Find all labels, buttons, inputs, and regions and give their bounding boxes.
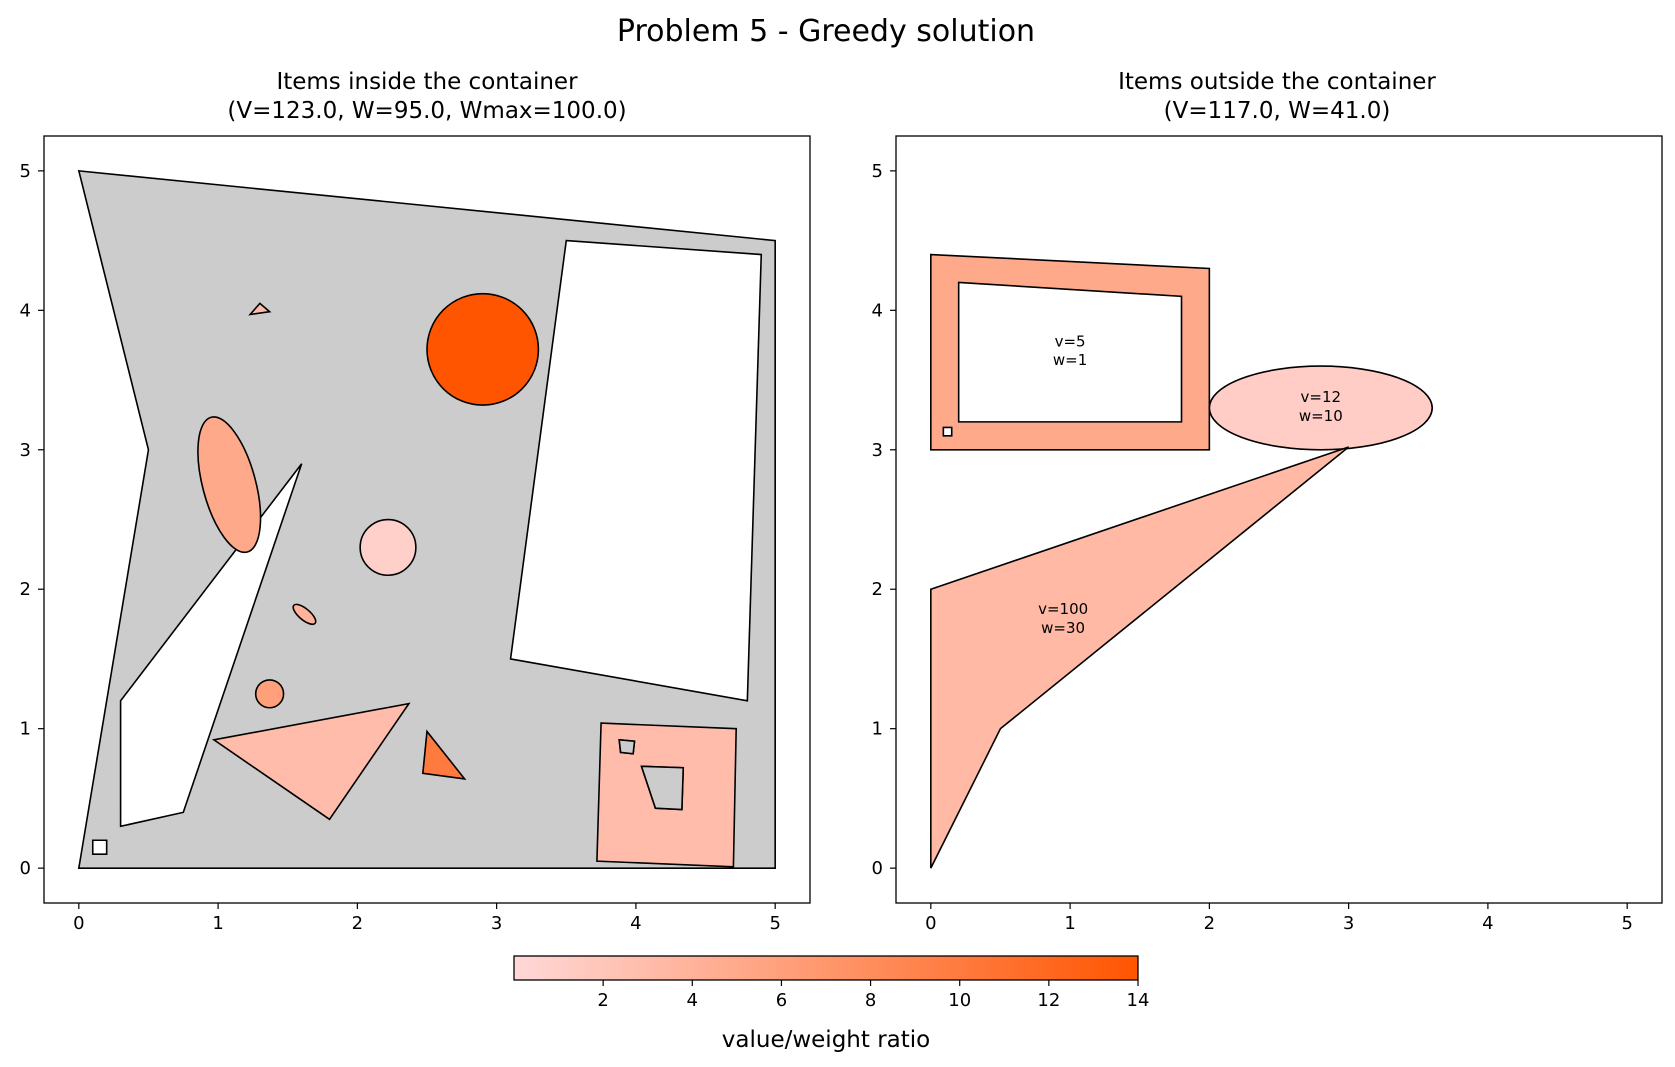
y-tick-label: 4 bbox=[20, 300, 31, 321]
panel-inside-title-line1: Items inside the container bbox=[276, 69, 578, 95]
y-tick-label: 2 bbox=[20, 579, 31, 600]
item-polygon-10 bbox=[618, 738, 636, 755]
y-tick-label: 4 bbox=[872, 300, 883, 321]
item-polygon-2 bbox=[930, 446, 1350, 869]
colorbar: 2 4 6 8 10 12 14 value/weight ratio bbox=[513, 955, 1150, 1053]
panel-outside-title-line2: (V=117.0, W=41.0) bbox=[1164, 98, 1391, 124]
colorbar-label: value/weight ratio bbox=[722, 1027, 930, 1053]
axes-frame bbox=[895, 135, 1663, 904]
x-tick-label: 3 bbox=[1343, 913, 1354, 934]
y-tick-label: 0 bbox=[872, 858, 883, 879]
colorbar-tick-label: 4 bbox=[687, 990, 698, 1011]
item-polygon-0 bbox=[930, 253, 1211, 451]
x-tick-label: 0 bbox=[73, 913, 84, 934]
item-polygon-7 bbox=[421, 729, 467, 780]
x-tick-label: 5 bbox=[1621, 913, 1632, 934]
x-tick-label: 0 bbox=[925, 913, 936, 934]
y-tick-label: 1 bbox=[20, 719, 31, 740]
item-circle-0 bbox=[426, 292, 540, 406]
axes-frame bbox=[43, 135, 811, 904]
colorbar-tick-label: 6 bbox=[776, 990, 787, 1011]
item-circle-2 bbox=[254, 679, 285, 709]
y-tick-label: 0 bbox=[20, 858, 31, 879]
y-tick-label: 5 bbox=[20, 161, 31, 182]
x-tick-label: 4 bbox=[630, 913, 641, 934]
colorbar-tick-label: 14 bbox=[1127, 990, 1150, 1011]
item-polygon-6 bbox=[211, 702, 411, 821]
colorbar-tick-label: 12 bbox=[1037, 990, 1060, 1011]
item-polygon-3 bbox=[942, 426, 953, 437]
plot-area-outside: v=5 w=1 v=12 w=10 v=100 w=30 0 1 2 3 4 5 0 1 2 3 4 5 bbox=[872, 135, 1663, 934]
item-polygon-11 bbox=[91, 839, 108, 855]
x-tick-label: 4 bbox=[1482, 913, 1493, 934]
item-annotation-2: v=100 w=30 bbox=[1038, 600, 1088, 637]
y-tick-label: 2 bbox=[872, 579, 883, 600]
item-polygon-9 bbox=[640, 765, 685, 811]
item-polygon-5 bbox=[248, 302, 272, 316]
panel-outside: Items outside the container (V=117.0, W=… bbox=[872, 69, 1663, 934]
x-tick-label: 2 bbox=[1204, 913, 1215, 934]
item-ellipse-4 bbox=[292, 603, 317, 626]
panel-inside-title-line2: (V=123.0, W=95.0, Wmax=100.0) bbox=[227, 98, 626, 124]
x-tick-label: 1 bbox=[212, 913, 223, 934]
y-tick-label: 3 bbox=[872, 440, 883, 461]
x-tick-label: 1 bbox=[1064, 913, 1075, 934]
item-ellipse-1 bbox=[1208, 365, 1434, 451]
x-tick-label: 5 bbox=[769, 913, 780, 934]
item-annotation-1: v=12 w=10 bbox=[1299, 388, 1343, 425]
y-tick-label: 3 bbox=[20, 440, 31, 461]
x-tick-label: 3 bbox=[491, 913, 502, 934]
colorbar-tick-label: 8 bbox=[865, 990, 876, 1011]
colorbar-tick-label: 10 bbox=[948, 990, 971, 1011]
colorbar-gradient bbox=[513, 955, 1139, 981]
panel-outside-title-line1: Items outside the container bbox=[1118, 69, 1436, 95]
plot-area-inside: 0 1 2 3 4 5 0 1 2 3 4 5 bbox=[20, 135, 811, 934]
item-circle-1 bbox=[359, 518, 417, 577]
y-tick-label: 1 bbox=[872, 719, 883, 740]
panel-inside: Items inside the container (V=123.0, W=9… bbox=[20, 69, 811, 934]
y-tick-label: 5 bbox=[872, 161, 883, 182]
item-annotation-0: v=5 w=1 bbox=[1053, 332, 1087, 369]
item-ellipse-3 bbox=[197, 416, 262, 554]
x-tick-label: 2 bbox=[352, 913, 363, 934]
colorbar-tick-label: 2 bbox=[597, 990, 608, 1011]
figure-title: Problem 5 - Greedy solution bbox=[617, 14, 1035, 49]
